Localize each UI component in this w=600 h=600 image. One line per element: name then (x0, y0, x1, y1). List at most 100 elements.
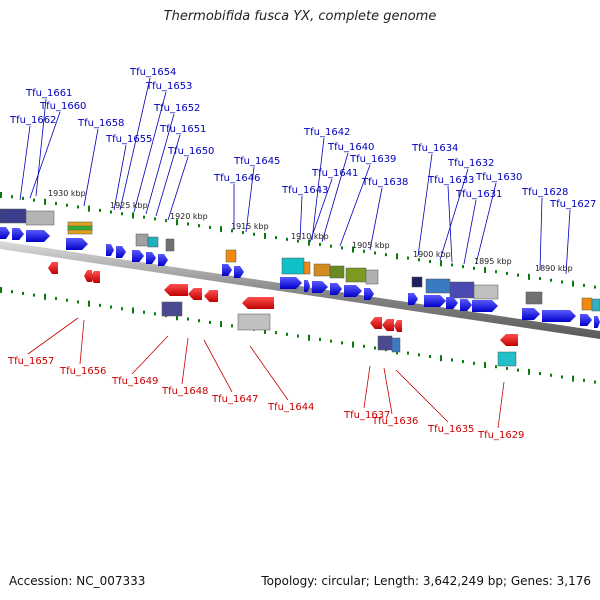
forward-leader-line (83, 128, 99, 207)
reverse-tick-mark (143, 310, 145, 314)
forward-gene-label: Tfu_1633 (427, 175, 474, 186)
forward-tick-mark (253, 232, 255, 236)
forward-gene-label: Tfu_1630 (475, 172, 522, 183)
reverse-tick-mark (99, 303, 101, 307)
reverse-tick-mark (231, 324, 233, 328)
forward-tick-mark (506, 271, 508, 275)
reverse-tick-mark (363, 344, 365, 348)
forward-gene-label: Tfu_1632 (447, 158, 494, 169)
forward-leader-line (565, 209, 571, 275)
feature-box (0, 208, 27, 224)
reverse-leader-line (131, 335, 169, 375)
reverse-leader-line (79, 319, 85, 365)
reverse-leader-line (363, 365, 371, 409)
reverse-tick-mark (275, 331, 277, 335)
reverse-gene-arrow (84, 270, 92, 282)
feature-box (237, 313, 271, 331)
forward-gene-label: Tfu_1642 (303, 127, 350, 138)
feature-boxes (0, 208, 600, 367)
reverse-gene-label: Tfu_1635 (427, 424, 474, 435)
forward-tick-mark (495, 270, 497, 274)
forward-leader-line (463, 199, 477, 265)
reverse-gene-label: Tfu_1648 (161, 386, 208, 397)
forward-gene-arrow (542, 310, 576, 322)
reverse-tick-mark (517, 368, 519, 372)
forward-tick-mark (132, 212, 134, 219)
forward-gene-arrow (146, 252, 156, 264)
forward-leader-line (29, 111, 61, 199)
reverse-gene-label: Tfu_1644 (267, 402, 314, 413)
feature-box (313, 263, 331, 277)
forward-leader-line (475, 182, 497, 265)
forward-gene-label: Tfu_1638 (361, 177, 408, 188)
kbp-tick-label: 1905 kbp (352, 241, 390, 250)
forward-tick-mark (594, 285, 596, 289)
forward-gene-label: Tfu_1661 (25, 88, 72, 99)
forward-gene-arrow (116, 246, 126, 258)
reverse-tick-mark (0, 287, 2, 293)
reverse-leader-line (203, 339, 233, 393)
forward-gene-arrow (424, 295, 446, 307)
forward-gene-arrow (460, 299, 472, 311)
forward-tick-mark (462, 265, 464, 269)
forward-leader-line (447, 185, 453, 263)
forward-tick-mark (187, 222, 189, 226)
feature-box (473, 284, 499, 300)
forward-gene-label: Tfu_1643 (281, 185, 328, 196)
forward-leader-line (321, 152, 349, 243)
genome-summary-text: Topology: circular; Length: 3,642,249 bp… (261, 574, 591, 588)
forward-gene-label: Tfu_1628 (521, 187, 568, 198)
kbp-tick-label: 1910 kbp (291, 232, 329, 241)
reverse-tick-mark (66, 298, 68, 302)
forward-tick-mark (429, 259, 431, 263)
reverse-gene-label: Tfu_1637 (343, 410, 390, 421)
forward-tick-mark (341, 246, 343, 250)
forward-gene-label: Tfu_1662 (9, 115, 56, 126)
reverse-leader-line (27, 317, 79, 355)
forward-gene-arrow (158, 254, 168, 266)
forward-leader-line (311, 137, 325, 241)
forward-tick-mark (396, 253, 398, 260)
forward-leader-line (119, 77, 151, 211)
reverse-gene-arrow (188, 288, 202, 300)
reverse-tick-mark (319, 337, 321, 341)
forward-tick-mark (385, 253, 387, 257)
forward-tick-mark (11, 195, 13, 199)
reverse-tick-mark (44, 293, 46, 300)
reverse-gene-label: Tfu_1657 (7, 356, 54, 367)
forward-tick-mark (451, 263, 453, 267)
forward-gene-label: Tfu_1641 (311, 168, 358, 179)
forward-gene-arrow (472, 300, 498, 312)
kbp-tick-label: 1915 kbp (231, 222, 269, 231)
forward-tick-mark (44, 198, 46, 205)
forward-gene-label: Tfu_1650 (167, 146, 214, 157)
forward-tick-mark (319, 242, 321, 246)
feature-box (449, 281, 475, 299)
reverse-tick-mark (286, 332, 288, 336)
forward-tick-mark (242, 231, 244, 235)
feature-box (165, 238, 175, 252)
feature-box (147, 236, 159, 248)
kbp-tick-label: 1895 kbp (474, 257, 512, 266)
forward-tick-mark (99, 208, 101, 212)
forward-leader-line (19, 125, 31, 201)
forward-tick-mark (374, 251, 376, 255)
feature-box (303, 261, 311, 275)
kbp-tick-label: 1920 kbp (170, 212, 208, 221)
reverse-tick-mark (539, 372, 541, 376)
genome-backbone (0, 241, 600, 339)
forward-gene-label: Tfu_1653 (145, 81, 192, 92)
forward-leader-line (339, 164, 371, 247)
forward-tick-mark (484, 267, 486, 274)
forward-gene-arrow (364, 288, 374, 300)
forward-leader-line (299, 195, 303, 241)
reverse-gene-arrow (242, 297, 274, 309)
reverse-tick-mark (154, 312, 156, 316)
forward-tick-mark (352, 246, 354, 253)
forward-leader-line (113, 144, 127, 211)
reverse-tick-ring (0, 287, 596, 384)
feature-box (411, 276, 423, 288)
forward-leader-line (369, 187, 383, 251)
reverse-tick-mark (297, 334, 299, 338)
reverse-tick-mark (33, 293, 35, 297)
